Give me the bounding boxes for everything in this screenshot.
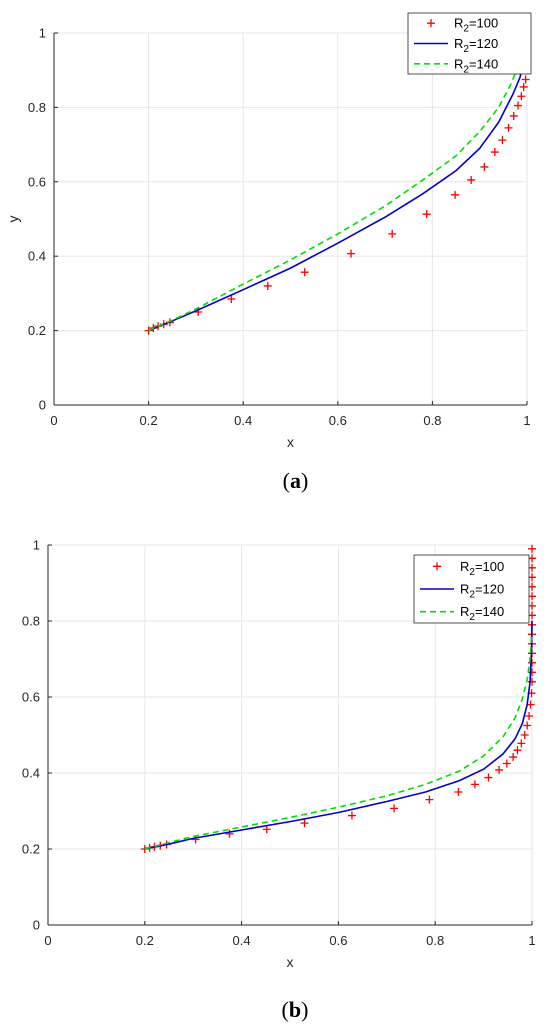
x-tick-label: 0.2 <box>140 413 158 428</box>
x-axis-label: x <box>287 434 294 450</box>
y-tick-label: 1 <box>33 538 40 553</box>
y-tick-label: 0.2 <box>22 842 40 857</box>
data-point <box>422 210 431 219</box>
panel-caption: (b) <box>282 997 309 1022</box>
series-solid <box>144 620 533 850</box>
y-tick-label: 0.4 <box>22 766 40 781</box>
data-point <box>498 136 507 145</box>
legend-label: R2=100 <box>460 559 504 578</box>
data-point <box>528 544 536 553</box>
y-tick-label: 0.8 <box>28 100 46 115</box>
y-tick-label: 0.6 <box>22 690 40 705</box>
data-point <box>504 123 513 132</box>
data-point <box>484 773 493 782</box>
data-point <box>517 739 526 748</box>
data-point <box>470 780 479 789</box>
data-point <box>454 788 463 796</box>
data-point <box>528 668 536 677</box>
data-point <box>300 819 309 828</box>
x-axis-label: x <box>287 954 294 970</box>
data-point <box>523 721 532 730</box>
x-tick-label: 0 <box>50 413 57 428</box>
x-tick-label: 0.2 <box>136 933 154 948</box>
series-dashed <box>144 636 533 850</box>
data-point <box>509 753 518 762</box>
y-tick-label: 0.6 <box>28 174 46 189</box>
legend-label: R2=120 <box>460 582 504 601</box>
data-point <box>347 811 356 820</box>
series-line <box>148 40 528 332</box>
data-point <box>519 82 528 91</box>
y-tick-label: 0.4 <box>28 249 46 264</box>
legend-label: R2=120 <box>454 36 498 55</box>
data-point <box>225 829 234 838</box>
data-point <box>451 190 460 199</box>
data-point <box>514 101 523 110</box>
legend-label: R2=100 <box>454 16 498 35</box>
data-point <box>347 249 356 258</box>
data-point <box>300 268 309 277</box>
data-point <box>227 294 236 303</box>
x-tick-label: 1 <box>528 933 535 948</box>
y-tick-label: 1 <box>39 26 46 41</box>
y-tick-label: 0.8 <box>22 614 40 629</box>
data-point <box>502 759 511 768</box>
x-tick-label: 0.6 <box>329 413 347 428</box>
series-solid <box>148 40 528 332</box>
data-point <box>495 765 504 774</box>
x-tick-label: 0.8 <box>426 933 444 948</box>
data-point <box>480 162 489 171</box>
y-tick-label: 0.2 <box>28 323 46 338</box>
data-point <box>467 175 476 184</box>
data-point <box>520 731 529 739</box>
y-axis-label: y <box>5 216 21 223</box>
data-point <box>263 281 272 290</box>
data-point <box>390 804 399 813</box>
panel-caption: (a) <box>283 468 309 493</box>
y-tick-label: 0 <box>33 918 40 933</box>
data-point <box>388 229 397 238</box>
chart-panel-b: 0 0.2 0.4 0.6 0.8 1 0 0.2 0.4 0.6 0.8 1 x R2=100 R2=12… <box>22 538 536 1022</box>
legend-label: R2=140 <box>460 604 504 623</box>
x-tick-label: 0.6 <box>329 933 347 948</box>
series-line <box>148 43 526 332</box>
legend-swatch-markers <box>427 19 435 28</box>
plot-area <box>54 33 527 405</box>
data-point <box>425 795 434 804</box>
series-line <box>144 620 533 850</box>
series-dashed <box>148 43 526 332</box>
x-tick-label: 0.4 <box>234 413 252 428</box>
chart-panel-a: 0 0.2 0.4 0.6 0.8 100.20.40.60.81xyR2=100R2=1… <box>5 12 532 493</box>
data-point <box>262 825 271 834</box>
x-tick-label: 0.8 <box>423 413 441 428</box>
data-point <box>513 746 522 755</box>
series-line <box>144 636 533 850</box>
x-tick-label: 0 <box>44 933 51 948</box>
data-point <box>521 75 530 84</box>
legend-label: R2=140 <box>454 56 498 75</box>
data-point <box>191 835 200 844</box>
x-tick-label: 1 <box>523 413 530 428</box>
legend: R2=100 R2=120 R2=140 <box>413 554 530 624</box>
data-point <box>490 148 499 157</box>
data-point <box>525 712 534 720</box>
legend-swatch-markers <box>433 562 441 571</box>
y-tick-label: 0 <box>39 398 46 413</box>
data-point <box>517 92 526 101</box>
x-tick-label: 0.4 <box>233 933 251 948</box>
data-point <box>509 111 518 120</box>
